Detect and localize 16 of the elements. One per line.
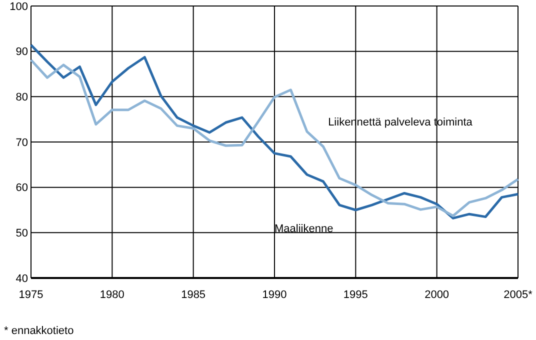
- y-tick-label: 80: [16, 92, 28, 104]
- y-tick-label: 70: [16, 136, 28, 149]
- x-tick-label: 2005*: [504, 289, 534, 301]
- y-tick-label: 60: [16, 182, 28, 194]
- x-tick-label: 1995: [343, 289, 368, 301]
- text: * ennakkotieto: [4, 325, 74, 337]
- y-tick-label: 40: [16, 272, 28, 285]
- y-tick-label: 50: [16, 228, 28, 240]
- x-tick-label: 1980: [100, 289, 124, 301]
- series-label: Maaliikenne: [274, 222, 334, 235]
- y-tick-label: 100: [10, 0, 28, 13]
- x-tick-label: 2000: [424, 289, 450, 301]
- x-tick-label: 1985: [181, 289, 206, 301]
- x-tick-label: 1975: [18, 289, 44, 301]
- y-tick-label: 90: [16, 46, 28, 58]
- x-tick-label: 1990: [262, 289, 287, 301]
